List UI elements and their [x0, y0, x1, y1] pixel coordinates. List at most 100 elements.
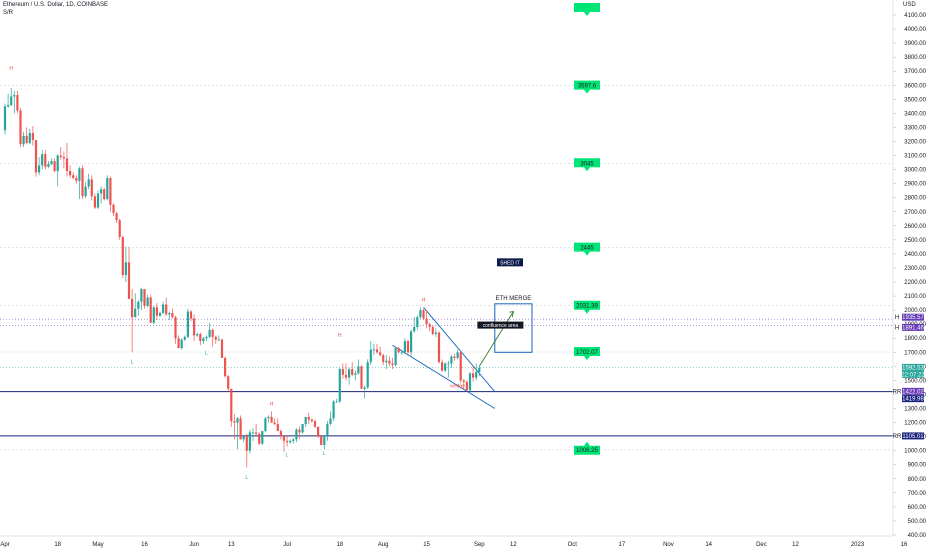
- candle-body: [372, 349, 375, 351]
- candle-body: [205, 336, 208, 339]
- level-badge: 2031.39: [574, 300, 600, 314]
- candle-body: [96, 193, 100, 208]
- candle-body: [177, 338, 180, 349]
- candle-body: [400, 352, 403, 354]
- level-badge: [574, 2, 600, 16]
- y-tick-label: 2800.00: [904, 196, 926, 202]
- currency-label: USD: [903, 2, 916, 8]
- price-badge-value: 1592.53: [902, 365, 924, 371]
- candle-body: [239, 418, 242, 440]
- price-badge: 1891.46H: [895, 323, 925, 331]
- level-badge-shape: [574, 242, 600, 256]
- candle-body: [174, 317, 177, 339]
- price-badge-bg: [902, 395, 924, 403]
- candle-body: [155, 307, 158, 316]
- candle-body: [44, 154, 47, 167]
- candle-body: [475, 371, 478, 378]
- x-tick-label: 12: [510, 542, 517, 548]
- candle-body: [137, 301, 140, 309]
- y-tick-label: 2700.00: [904, 210, 926, 216]
- y-tick-label: 2500.00: [904, 238, 926, 244]
- candle-body: [413, 327, 416, 332]
- candle-body: [341, 369, 344, 375]
- candle-body: [286, 440, 289, 443]
- candle-body: [72, 175, 75, 179]
- y-tick-label: 2400.00: [904, 252, 926, 258]
- price-badge: 1592.53: [902, 363, 925, 371]
- y-tick-label: 700.00: [908, 491, 927, 497]
- candle-body: [307, 416, 310, 420]
- candle-body: [394, 348, 397, 365]
- level-badge: 2445: [574, 242, 600, 256]
- y-tick-label: 3400.00: [904, 111, 926, 117]
- candle-body: [382, 355, 385, 363]
- candle-body: [422, 310, 425, 319]
- y-tick-label: 2200.00: [904, 280, 926, 286]
- y-tick-label: 3600.00: [904, 83, 926, 89]
- confluence-callout-bg: [477, 321, 524, 329]
- wedge-label: wedge: [450, 383, 465, 389]
- level-badge-label: 3597.6: [578, 84, 597, 90]
- candle-body: [106, 178, 109, 200]
- candle-body: [220, 339, 224, 358]
- y-tick-label: 1800.00: [904, 336, 926, 342]
- candle-body: [410, 331, 413, 353]
- candle-body: [19, 110, 22, 145]
- candle-body: [28, 133, 31, 143]
- candle-body: [434, 332, 437, 335]
- price-badge-prefix: RR: [893, 389, 902, 395]
- level-badge-shape: [574, 300, 600, 314]
- level-badge-label: 2031.39: [576, 304, 598, 310]
- y-tick-label: 600.00: [908, 505, 927, 511]
- candle-body: [292, 439, 295, 441]
- candle-body: [180, 339, 183, 349]
- candle-body: [199, 334, 202, 342]
- price-badge-bg: [902, 432, 924, 440]
- candle-body: [375, 349, 379, 353]
- candle-body: [248, 432, 251, 451]
- indicator-label: S/R: [3, 10, 14, 16]
- candle-body: [304, 416, 307, 424]
- x-tick-label: 15: [423, 542, 430, 548]
- candle-body: [196, 334, 199, 336]
- x-tick-label: 2023: [851, 542, 865, 548]
- y-tick-label: 2100.00: [904, 294, 926, 300]
- candle-body: [47, 163, 50, 167]
- candle-body: [320, 436, 323, 446]
- candle-body: [227, 376, 230, 389]
- y-tick-label: 3100.00: [904, 154, 926, 160]
- falling-wedge: wedge: [392, 307, 496, 409]
- candle-body: [403, 341, 406, 353]
- x-tick-label: Aug: [378, 542, 389, 548]
- candle-body: [366, 362, 369, 388]
- candle-body: [276, 423, 279, 431]
- candle-body: [121, 237, 124, 275]
- candle-body: [217, 339, 220, 341]
- y-tick-label: 2000.00: [904, 308, 926, 314]
- countdown-bg: [902, 370, 924, 378]
- candle-body: [360, 366, 363, 389]
- candle-body: [255, 432, 258, 434]
- candle-body: [112, 204, 115, 214]
- price-badge-prefix: H: [895, 325, 899, 331]
- price-badge: 1419.98: [902, 395, 925, 403]
- candle-body: [81, 168, 84, 197]
- x-tick-label: 18: [336, 542, 343, 548]
- candle-body: [301, 423, 304, 433]
- candle-body: [202, 338, 205, 342]
- x-tick-label: Apr: [0, 542, 9, 548]
- candle-body: [189, 311, 193, 319]
- candle-body: [93, 196, 96, 208]
- eth-merge-label: ETH MERGE: [496, 296, 532, 302]
- candle-body: [208, 329, 211, 337]
- projection-arrowhead: [509, 310, 514, 318]
- candle-body: [462, 380, 465, 382]
- candle-body: [143, 289, 146, 306]
- candle-body: [385, 360, 388, 363]
- candle-body: [310, 419, 313, 422]
- y-tick-label: 500.00: [908, 519, 927, 525]
- annotations: 3597.6 3045 2445 2031.39 1702.07 1006.25 ETH M…: [477, 2, 600, 455]
- x-tick-label: 18: [54, 542, 61, 548]
